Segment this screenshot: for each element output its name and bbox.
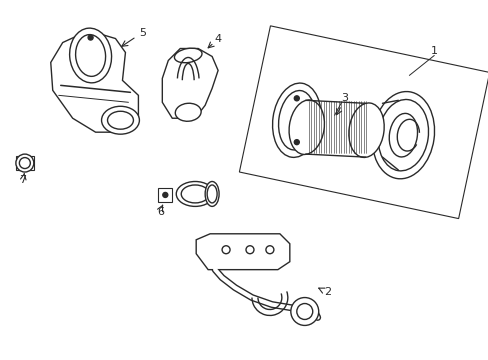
Ellipse shape (69, 28, 111, 83)
Text: 7: 7 (19, 175, 26, 185)
Polygon shape (51, 31, 138, 132)
Ellipse shape (371, 91, 434, 179)
Text: 4: 4 (214, 33, 221, 44)
Polygon shape (196, 234, 289, 270)
Text: 1: 1 (430, 45, 437, 55)
Circle shape (294, 96, 299, 101)
Ellipse shape (102, 106, 139, 134)
Ellipse shape (288, 100, 324, 154)
Polygon shape (162, 49, 218, 118)
Circle shape (20, 158, 30, 168)
Text: 3: 3 (341, 93, 347, 103)
Circle shape (163, 193, 167, 197)
Text: 2: 2 (324, 287, 330, 297)
Polygon shape (158, 188, 172, 202)
Circle shape (88, 35, 93, 40)
Ellipse shape (272, 83, 321, 157)
Text: 5: 5 (139, 28, 145, 37)
Ellipse shape (174, 48, 202, 63)
Circle shape (294, 140, 299, 145)
Ellipse shape (176, 181, 214, 206)
Text: 6: 6 (157, 207, 163, 217)
Ellipse shape (205, 181, 219, 206)
Ellipse shape (175, 103, 201, 121)
Polygon shape (16, 156, 34, 170)
Circle shape (16, 154, 34, 172)
Ellipse shape (348, 103, 384, 157)
Circle shape (290, 298, 318, 325)
Polygon shape (239, 26, 488, 219)
